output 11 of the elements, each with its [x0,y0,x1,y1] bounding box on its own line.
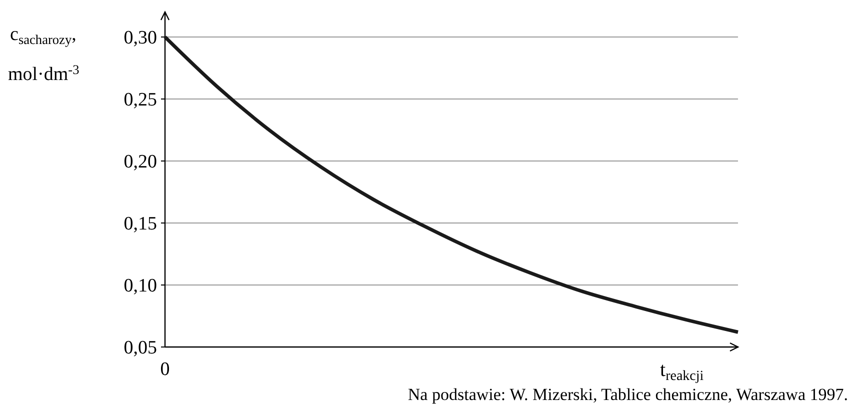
y-tick-label: 0,05 [124,338,157,359]
x-tick-label: 0 [160,359,170,380]
y-tick-label: 0,15 [124,214,157,235]
y-tick-label: 0,30 [124,28,157,49]
y-tick-label: 0,10 [124,276,157,297]
text: Na podstawie: W. Mizerski, Tablice chemiczne, Warszawa 1997. [408,385,848,404]
x-axis-title: t$_{reakcji}$ [660,359,704,384]
y-axis-title: c$_{sacharozy}$, mol·dm$^{-3}$ [8,24,80,85]
y-tick-label: 0,20 [124,152,157,173]
line-series [163,35,740,334]
y-tick-label: 0,25 [124,90,157,111]
